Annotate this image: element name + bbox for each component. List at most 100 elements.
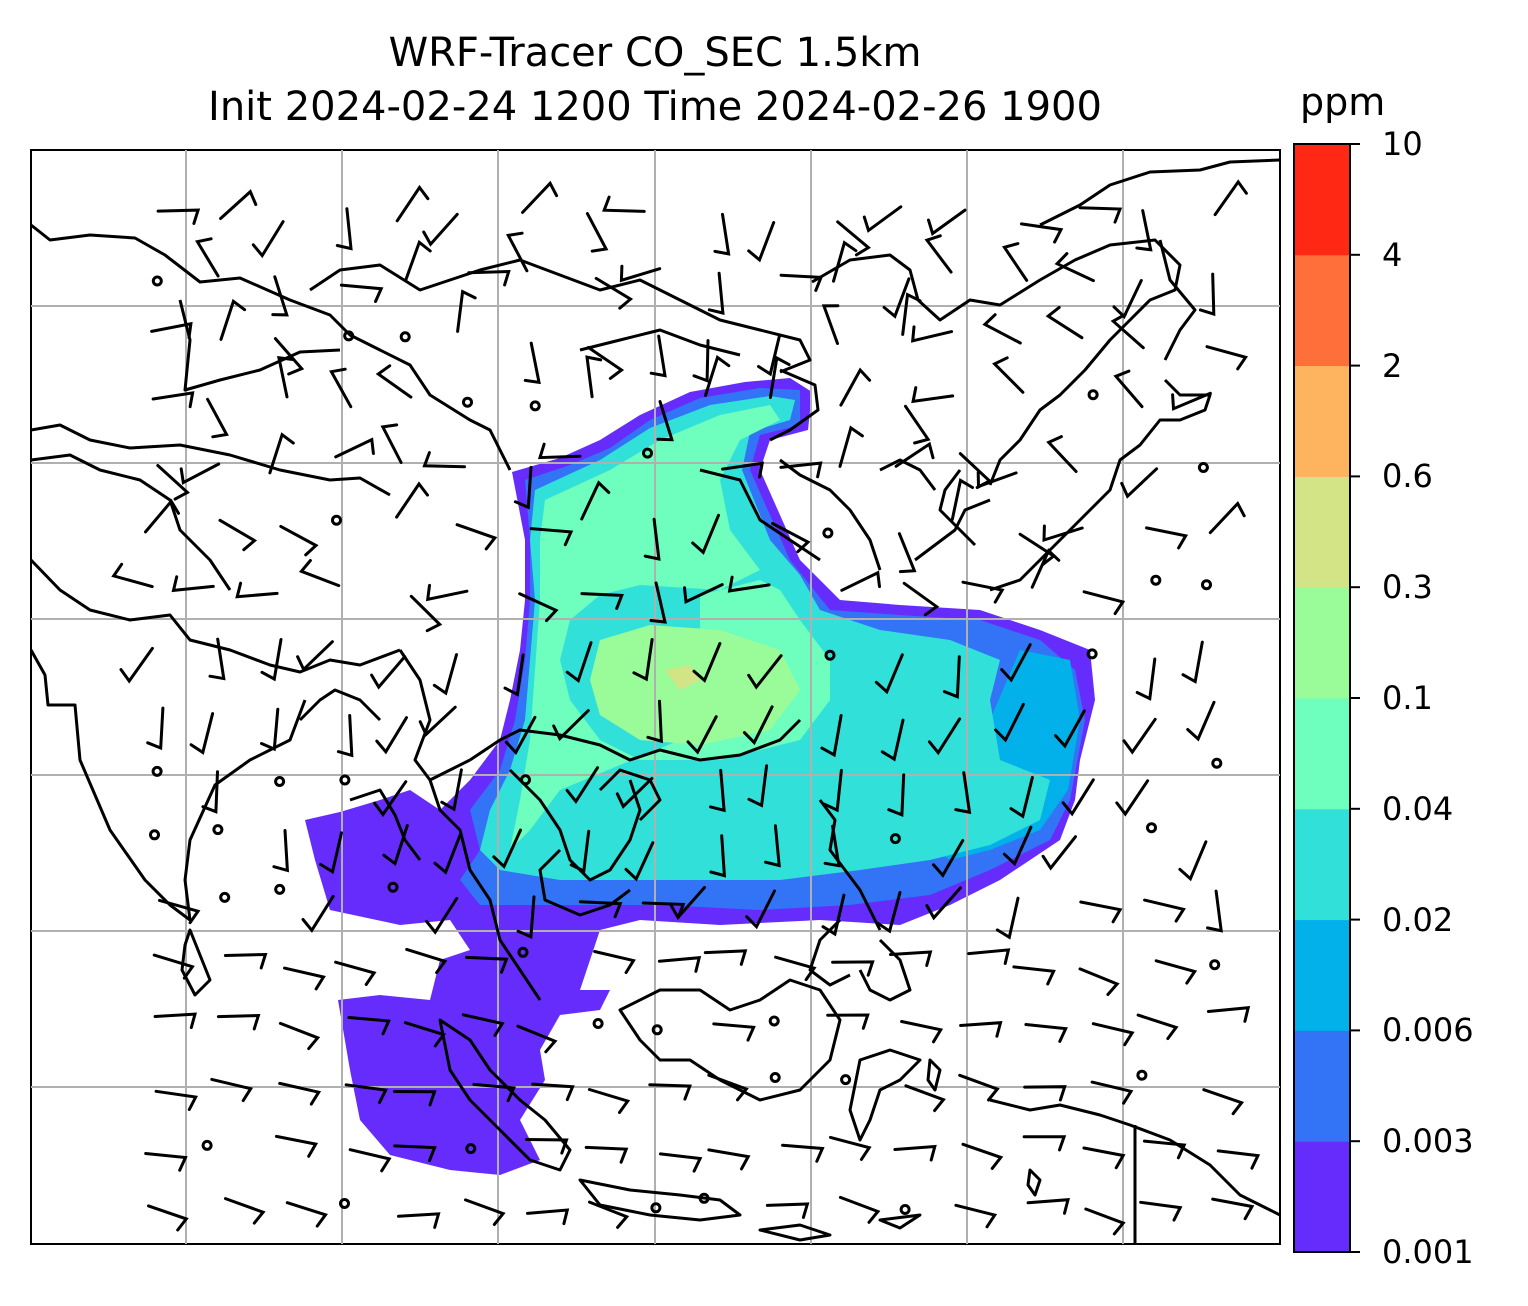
wind-barb xyxy=(569,829,591,874)
calm-wind-marker xyxy=(824,649,836,661)
wind-barb xyxy=(156,208,201,225)
calm-wind-marker xyxy=(387,881,399,893)
calm-wind-marker xyxy=(149,829,160,841)
wind-barb xyxy=(992,356,1025,394)
wind-barb xyxy=(523,341,541,385)
wind-barb xyxy=(1206,889,1223,933)
wind-barb xyxy=(347,1016,391,1036)
wind-barb xyxy=(961,580,1005,604)
wind-barb xyxy=(580,480,611,521)
wind-barb xyxy=(781,1143,825,1163)
wind-barb xyxy=(832,240,858,283)
calm-wind-marker xyxy=(592,1018,604,1029)
wind-barb xyxy=(422,451,466,469)
calm-wind-marker xyxy=(1201,579,1212,591)
wind-barb xyxy=(171,575,215,593)
wind-barb xyxy=(153,1012,198,1030)
wind-barb xyxy=(1019,222,1064,244)
wind-barb xyxy=(206,397,229,439)
wind-barb xyxy=(277,355,295,399)
wind-barb xyxy=(995,896,1020,940)
wind-barb xyxy=(154,1089,198,1111)
wind-barb xyxy=(959,1021,1003,1038)
wind-barb xyxy=(1012,965,1056,986)
wind-barb xyxy=(1178,840,1208,882)
wind-barb xyxy=(531,1082,575,1102)
colorbar-segment xyxy=(1294,254,1350,367)
wind-barb xyxy=(329,367,353,409)
wind-barb xyxy=(152,953,195,980)
wind-barb xyxy=(208,637,226,681)
calm-wind-marker xyxy=(343,330,355,342)
wind-barb xyxy=(382,824,409,867)
wind-barb xyxy=(1009,775,1034,819)
wind-barb xyxy=(747,654,783,690)
wind-barb xyxy=(216,1013,261,1031)
wind-barb xyxy=(649,581,667,624)
wind-barb xyxy=(565,766,599,804)
wind-barb xyxy=(525,1138,569,1155)
wind-barb xyxy=(251,220,285,259)
wind-barb xyxy=(1041,835,1077,871)
wind-barb xyxy=(831,960,875,977)
wind-barb xyxy=(283,966,326,991)
wind-barb xyxy=(1211,1197,1255,1221)
calm-wind-marker xyxy=(768,1015,780,1027)
wind-barb xyxy=(1022,1135,1067,1152)
wind-barb xyxy=(146,706,165,751)
wind-barb xyxy=(516,895,536,940)
wind-barb xyxy=(643,517,661,561)
calm-wind-marker xyxy=(274,776,286,787)
wind-barb xyxy=(839,367,872,407)
calm-wind-marker xyxy=(529,400,541,412)
wind-barb xyxy=(1046,435,1078,473)
calm-wind-marker xyxy=(151,765,163,777)
wind-barb xyxy=(1181,640,1204,684)
wind-barb xyxy=(779,273,824,292)
wind-barb xyxy=(721,461,765,479)
wind-barb xyxy=(669,886,706,921)
calm-wind-marker xyxy=(840,1074,852,1086)
wind-barb xyxy=(456,289,477,333)
wind-barb xyxy=(223,952,268,970)
calm-wind-marker xyxy=(331,514,342,526)
wind-barb xyxy=(624,841,655,882)
calm-wind-marker xyxy=(520,774,531,786)
wind-barb xyxy=(1078,206,1123,224)
colorbar xyxy=(1294,143,1360,1253)
wind-barb xyxy=(179,462,221,485)
wind-barb xyxy=(465,955,509,974)
wind-barb xyxy=(1213,179,1248,217)
wind-barb xyxy=(826,1013,870,1030)
wind-barb xyxy=(683,583,724,604)
wind-barb xyxy=(578,900,623,919)
wind-barb xyxy=(1205,345,1249,371)
wind-barb xyxy=(703,949,748,966)
wind-barb xyxy=(838,425,864,468)
wind-barb xyxy=(901,292,922,336)
colorbar-tick-label: 0.04 xyxy=(1382,789,1454,828)
wind-barb xyxy=(274,1134,319,1158)
wind-barb xyxy=(649,334,667,378)
wind-barb xyxy=(585,355,603,399)
calm-wind-marker xyxy=(1136,1069,1148,1081)
wind-barb xyxy=(119,646,154,684)
wind-barb xyxy=(707,271,725,315)
wind-barb xyxy=(593,950,636,974)
calm-wind-marker xyxy=(1209,959,1221,971)
wind-barb xyxy=(492,828,522,870)
wind-barb xyxy=(994,702,1025,743)
wind-barb xyxy=(1113,369,1144,409)
wind-barb xyxy=(692,339,710,383)
calm-wind-marker xyxy=(769,1072,781,1083)
wind-barb xyxy=(370,655,407,690)
colorbar-tick-label: 2 xyxy=(1382,346,1403,385)
wind-barb xyxy=(942,655,961,699)
wind-barb xyxy=(380,423,403,464)
plume-level-7 xyxy=(665,665,700,690)
calm-wind-marker xyxy=(899,1204,911,1215)
wind-barb xyxy=(1000,643,1032,683)
wind-barb xyxy=(894,441,935,468)
wind-barb xyxy=(268,432,295,475)
